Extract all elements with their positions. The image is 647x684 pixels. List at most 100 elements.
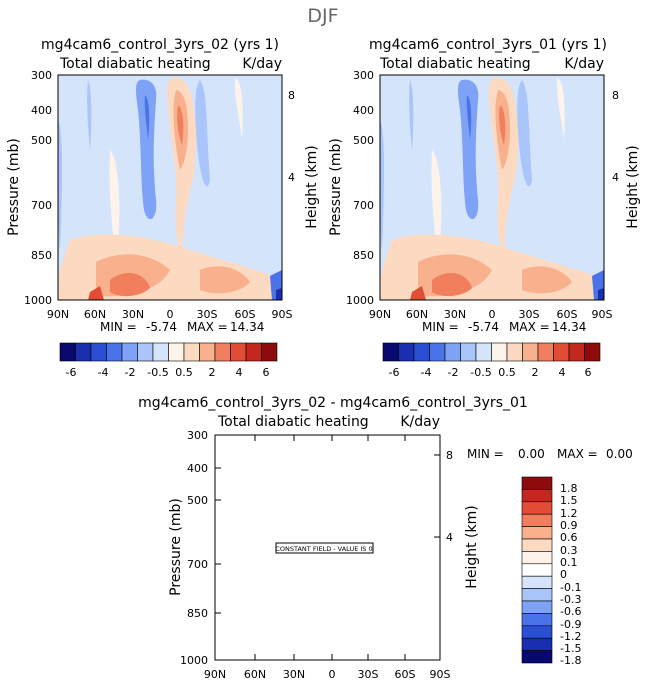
panel-1-ytick-700: 700: [31, 199, 52, 212]
panel-1-min-value: -5.74: [146, 320, 177, 334]
panel-2-colorbar-swatch-14: [584, 342, 601, 362]
panel-1-colorbar-swatch-9: [183, 342, 200, 362]
panel-1-ytick-1000: 1000: [24, 294, 52, 307]
panel-1-ytick-850: 850: [31, 249, 52, 262]
panel-3-xtick-30s: 30S: [358, 668, 379, 681]
panel-2-xtick-0: 0: [489, 308, 496, 321]
panel-1-title: mg4cam6_control_3yrs_02 (yrs 1): [41, 37, 279, 53]
panel-1-left-label: Total diabatic heating: [59, 56, 211, 72]
panel-3-cbtick-5: 0.6: [560, 531, 578, 544]
panel-2-xtick-30n: 30N: [444, 308, 466, 321]
panel-3-cbtick-15: -1.8: [560, 654, 581, 667]
panel-3-annotation: CONSTANT FIELD - VALUE IS 0: [275, 545, 372, 553]
panel-3-tick-marks: [214, 434, 441, 661]
panel-1-xtick-0: 0: [167, 308, 174, 321]
panel-3-ytick-300: 300: [187, 429, 208, 442]
panel-3-xtick-90s: 90S: [430, 668, 451, 681]
panel-3-cbtick-11: -0.6: [560, 605, 581, 618]
panel-2-colorbar-swatch-5: [444, 342, 461, 362]
panel-2-y2label: Height (km): [625, 145, 641, 228]
panel-1: mg4cam6_control_3yrs_02 (yrs 1) Total di…: [6, 37, 320, 379]
panel-2-ylabel: Pressure (mb): [328, 138, 344, 236]
panel-2-xtick-90s: 90S: [592, 308, 613, 321]
panel-3-y2label: Height (km): [464, 505, 480, 588]
panel-1-colorbar-swatch-2: [75, 342, 92, 362]
panel-2-y2tick-8: 8: [612, 89, 619, 102]
panel-3-colorbar-swatch-3: [521, 501, 553, 515]
panel-2-colorbar-swatch-6: [460, 342, 477, 362]
panel-2-ytick-850: 850: [353, 249, 374, 262]
panel-1-cbtick-7: 4: [236, 366, 243, 379]
panel-1-y2label: Height (km): [304, 145, 320, 228]
panel-3-ytick-1000: 1000: [180, 654, 208, 667]
panel-2-cbtick-5: 0.5: [498, 366, 516, 379]
panel-3-ylabel: Pressure (mb): [168, 498, 184, 596]
panel-3-colorbar-swatch-9: [521, 575, 553, 589]
panel-3-xtick-90n: 90N: [204, 668, 226, 681]
panel-1-xtick-60n: 60N: [84, 308, 106, 321]
panel-2-colorbar-swatch-10: [522, 342, 539, 362]
panel-1-colorbar: [59, 342, 278, 362]
panel-3-cbtick-8: 0: [560, 568, 567, 581]
panel-3-right-label: K/day: [400, 414, 440, 430]
panel-1-min-label: MIN =: [100, 320, 137, 334]
panel-1-colorbar-swatch-5: [121, 342, 138, 362]
panel-3-min-value: 0.00: [518, 447, 545, 461]
panel-3-colorbar-swatch-8: [521, 563, 553, 577]
panel-2-right-label: K/day: [564, 56, 604, 72]
panel-2-colorbar-swatch-11: [537, 342, 554, 362]
panel-2-xtick-30s: 30S: [519, 308, 540, 321]
panel-2-max-label: MAX =: [509, 320, 550, 334]
panel-2-colorbar-swatch-1: [382, 342, 399, 362]
panel-2-left-label: Total diabatic heating: [379, 56, 531, 72]
panel-1-colorbar-swatch-7: [152, 342, 169, 362]
panel-3-title: mg4cam6_control_3yrs_02 - mg4cam6_contro…: [138, 395, 528, 411]
panel-2-min-value: -5.74: [468, 320, 499, 334]
panel-3-cbtick-14: -1.5: [560, 642, 581, 655]
panel-2-cbtick-4: -0.5: [470, 366, 491, 379]
panel-2-ytick-500: 500: [353, 134, 374, 147]
panel-1-xtick-60s: 60S: [235, 308, 256, 321]
panel-2-y2tick-4: 4: [612, 171, 619, 184]
panel-3-y2tick-4: 4: [446, 531, 453, 544]
panel-1-colorbar-swatch-4: [106, 342, 123, 362]
panel-3-ytick-500: 500: [187, 494, 208, 507]
panel-3-ytick-700: 700: [187, 558, 208, 571]
panel-1-colorbar-swatch-14: [261, 342, 278, 362]
panel-3-colorbar-swatch-1: [521, 476, 553, 490]
panel-1-colorbar-swatch-11: [214, 342, 231, 362]
panel-2-max-value: 14.34: [552, 320, 586, 334]
panel-3-y2tick-8: 8: [446, 449, 453, 462]
panel-3-xtick-60s: 60S: [395, 668, 416, 681]
panel-1-ytick-500: 500: [31, 134, 52, 147]
panel-1-heatmap: [58, 75, 282, 300]
panel-2-ytick-1000: 1000: [346, 294, 374, 307]
panel-2-colorbar: [382, 342, 601, 362]
panel-1-ylabel: Pressure (mb): [6, 138, 22, 236]
panel-3-colorbar-swatch-10: [521, 588, 553, 602]
panel-2-title: mg4cam6_control_3yrs_01 (yrs 1): [369, 37, 607, 53]
panel-3-cbtick-4: 0.9: [560, 519, 578, 532]
panel-3-colorbar-swatch-2: [521, 489, 553, 503]
panel-3-max-label: MAX =: [557, 447, 598, 461]
panel-1-colorbar-swatch-10: [199, 342, 216, 362]
panel-2-colorbar-swatch-12: [553, 342, 570, 362]
panel-2-xtick-60s: 60S: [557, 308, 578, 321]
panel-3-ytick-850: 850: [187, 607, 208, 620]
panel-3-colorbar-swatch-5: [521, 526, 553, 540]
panel-2-colorbar-swatch-8: [491, 342, 508, 362]
panel-3-left-label: Total diabatic heating: [217, 414, 369, 430]
panel-3: mg4cam6_control_3yrs_02 - mg4cam6_contro…: [138, 395, 633, 681]
panel-2-cbtick-1: -6: [389, 366, 400, 379]
panel-3-colorbar-swatch-11: [521, 600, 553, 614]
panel-2-xtick-90n: 90N: [369, 308, 391, 321]
panel-1-colorbar-swatch-13: [245, 342, 262, 362]
panel-1-max-label: MAX =: [187, 320, 228, 334]
panel-3-colorbar: [521, 476, 553, 664]
panel-3-cbtick-7: 0.1: [560, 556, 578, 569]
panel-1-cbtick-8: 6: [263, 366, 270, 379]
panel-2-colorbar-swatch-9: [506, 342, 523, 362]
panel-3-colorbar-swatch-7: [521, 551, 553, 565]
panel-1-xtick-90s: 90S: [272, 308, 293, 321]
